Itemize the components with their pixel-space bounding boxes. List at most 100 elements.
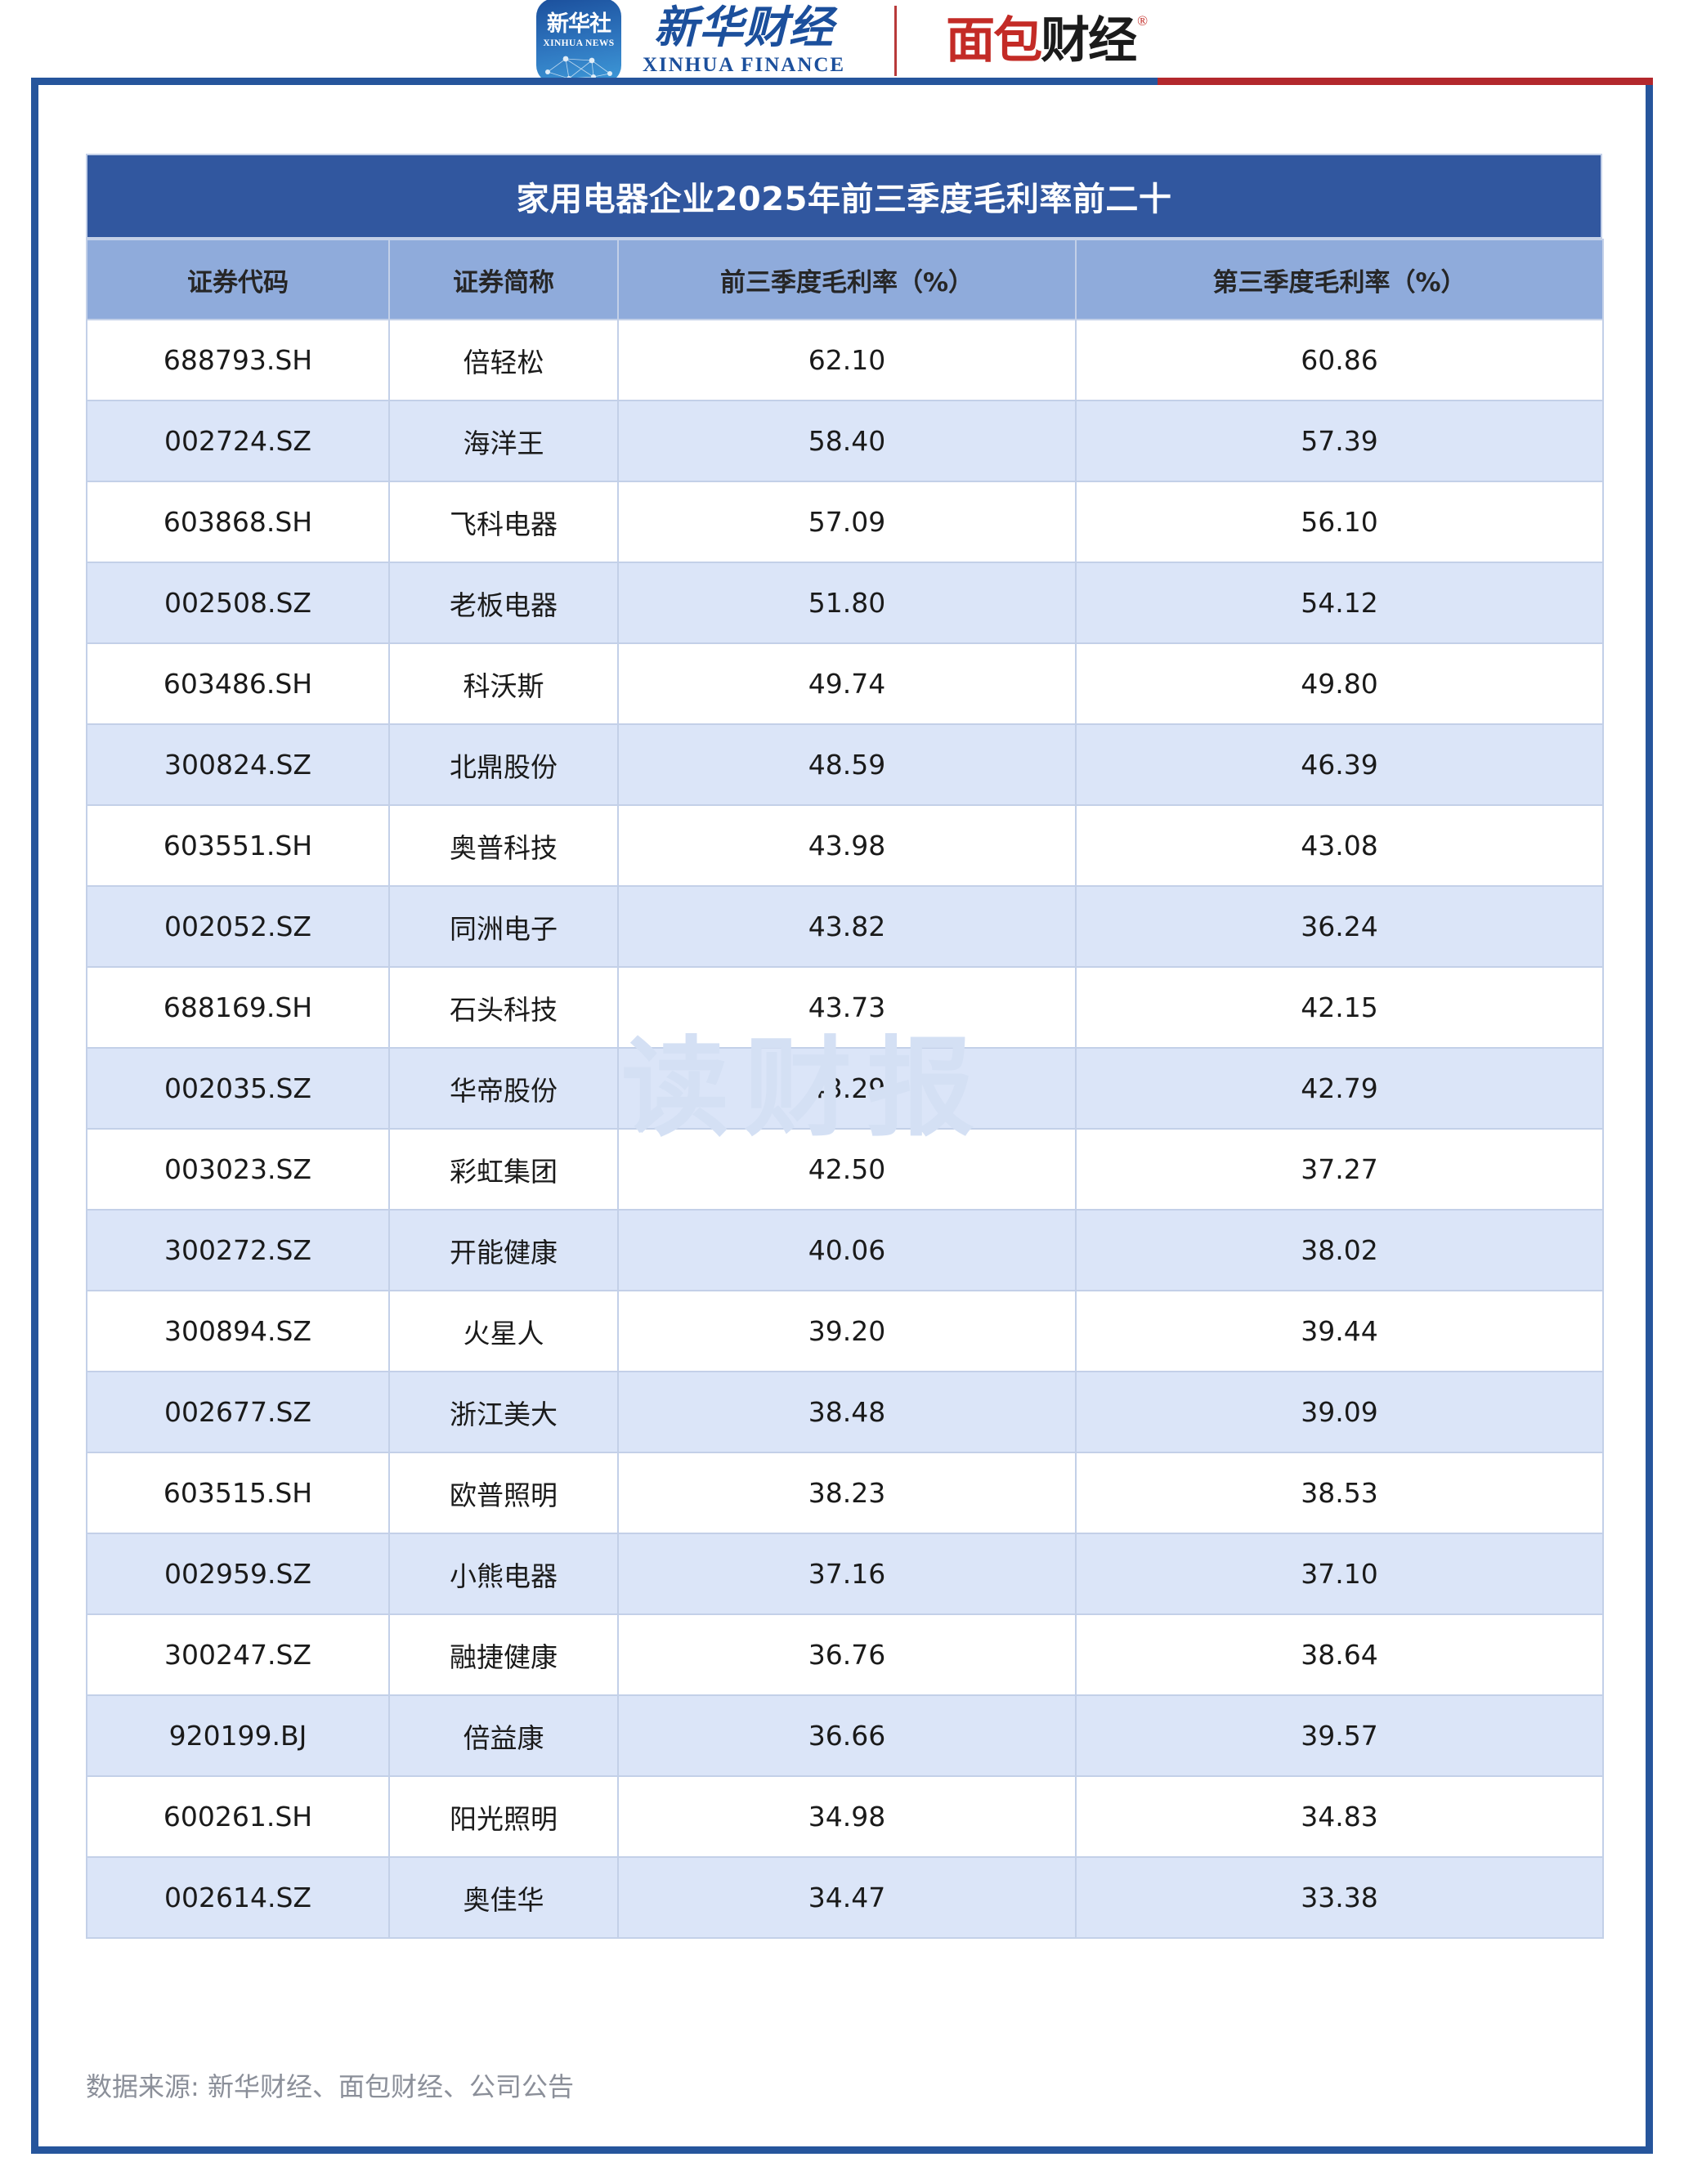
cell-q3-margin: 38.64 (1075, 1613, 1604, 1696)
cell-stock-name: 倍益康 (388, 1694, 619, 1777)
cell-stock-name: 奥佳华 (388, 1856, 619, 1939)
column-header-stock-code: 证券代码 (86, 239, 390, 320)
cell-stock-name: 浙江美大 (388, 1371, 619, 1453)
table-row: 002508.SZ 老板电器 51.80 54.12 (86, 562, 1604, 644)
table-row: 002724.SZ 海洋王 58.40 57.39 (86, 400, 1604, 482)
cell-stock-code: 002959.SZ (86, 1533, 390, 1615)
column-header-stock-name: 证券简称 (388, 239, 619, 320)
table-body: 688793.SH 倍轻松 62.10 60.86 002724.SZ 海洋王 58.40… (86, 319, 1604, 1939)
cell-q3-margin: 56.10 (1075, 481, 1604, 563)
cell-stock-code: 603551.SH (86, 804, 390, 887)
data-source-note: 数据来源: 新华财经、面包财经、公司公告 (86, 2071, 574, 2102)
cell-q1q3-margin: 51.80 (617, 562, 1077, 644)
table-row: 300894.SZ 火星人 39.20 39.44 (86, 1290, 1604, 1372)
cell-q1q3-margin: 42.50 (617, 1128, 1077, 1211)
cell-stock-code: 603868.SH (86, 481, 390, 563)
xinhua-news-logo-icon: 新华社 XINHUA NEWS (535, 0, 621, 83)
cell-q3-margin: 34.83 (1075, 1775, 1604, 1858)
cell-q3-margin: 38.02 (1075, 1209, 1604, 1291)
xinhua-finance-cn-label: 新华财经 (654, 2, 835, 54)
cell-stock-name: 火星人 (388, 1290, 619, 1372)
cell-stock-code: 300824.SZ (86, 723, 390, 806)
xinhua-finance-en-label: XINHUA FINANCE (642, 53, 846, 76)
cell-stock-name: 阳光照明 (388, 1775, 619, 1858)
cell-stock-name: 海洋王 (388, 400, 619, 482)
cell-stock-name: 同洲电子 (388, 885, 619, 968)
cell-stock-name: 飞科电器 (388, 481, 619, 563)
cell-stock-code: 002035.SZ (86, 1047, 390, 1130)
gross-margin-table: 证券代码 证券简称 前三季度毛利率（%） 第三季度毛利率（%） 688793.S… (86, 239, 1604, 1939)
cell-q3-margin: 60.86 (1075, 319, 1604, 401)
cell-stock-code: 300247.SZ (86, 1613, 390, 1696)
cell-stock-code: 002052.SZ (86, 885, 390, 968)
cell-stock-name: 小熊电器 (388, 1533, 619, 1615)
cell-q3-margin: 43.08 (1075, 804, 1604, 887)
cell-q1q3-margin: 36.76 (617, 1613, 1077, 1696)
cell-stock-code: 603515.SH (86, 1452, 390, 1534)
table-row: 002959.SZ 小熊电器 37.16 37.10 (86, 1533, 1604, 1615)
cell-q1q3-margin: 57.09 (617, 481, 1077, 563)
table-row: 003023.SZ 彩虹集团 42.50 37.27 (86, 1128, 1604, 1211)
cell-q3-margin: 39.09 (1075, 1371, 1604, 1453)
column-header-q1q3-margin: 前三季度毛利率（%） (617, 239, 1077, 320)
logo-group: 新华社 XINHUA NEWS (535, 0, 1149, 83)
cell-q3-margin: 39.57 (1075, 1694, 1604, 1777)
mianbao-black-label: 财经 (1041, 12, 1137, 69)
network-graphic-icon (544, 56, 612, 83)
cell-q1q3-margin: 43.29 (617, 1047, 1077, 1130)
table-row: 300247.SZ 融捷健康 36.76 38.64 (86, 1613, 1604, 1696)
cell-q3-margin: 37.10 (1075, 1533, 1604, 1615)
cell-stock-code: 688169.SH (86, 966, 390, 1049)
cell-q3-margin: 54.12 (1075, 562, 1604, 644)
cell-q3-margin: 46.39 (1075, 723, 1604, 806)
cell-q1q3-margin: 43.82 (617, 885, 1077, 968)
cell-stock-name: 欧普照明 (388, 1452, 619, 1534)
table-row: 002035.SZ 华帝股份 43.29 42.79 (86, 1047, 1604, 1130)
table-row: 002677.SZ 浙江美大 38.48 39.09 (86, 1371, 1604, 1453)
cell-stock-code: 002508.SZ (86, 562, 390, 644)
table-row: 920199.BJ 倍益康 36.66 39.57 (86, 1694, 1604, 1777)
cell-stock-code: 002724.SZ (86, 400, 390, 482)
table-row: 688793.SH 倍轻松 62.10 60.86 (86, 319, 1604, 401)
cell-stock-code: 003023.SZ (86, 1128, 390, 1211)
logo-divider (894, 6, 898, 76)
cell-q1q3-margin: 37.16 (617, 1533, 1077, 1615)
cell-stock-name: 奥普科技 (388, 804, 619, 887)
cell-q1q3-margin: 39.20 (617, 1290, 1077, 1372)
cell-q1q3-margin: 34.98 (617, 1775, 1077, 1858)
cell-stock-code: 002614.SZ (86, 1856, 390, 1939)
cell-q1q3-margin: 58.40 (617, 400, 1077, 482)
table-row: 603868.SH 飞科电器 57.09 56.10 (86, 481, 1604, 563)
cell-q3-margin: 36.24 (1075, 885, 1604, 968)
xinhua-finance-logo: 新华财经 XINHUA FINANCE (642, 2, 846, 77)
cell-q1q3-margin: 48.59 (617, 723, 1077, 806)
cell-q1q3-margin: 36.66 (617, 1694, 1077, 1777)
table-header-row: 证券代码 证券简称 前三季度毛利率（%） 第三季度毛利率（%） (86, 239, 1604, 320)
frame-red-accent (1158, 78, 1653, 85)
mianbao-finance-logo: 面包 财经 ® (946, 12, 1149, 69)
cell-q1q3-margin: 34.47 (617, 1856, 1077, 1939)
cell-q1q3-margin: 43.98 (617, 804, 1077, 887)
cell-stock-name: 北鼎股份 (388, 723, 619, 806)
cell-q3-margin: 38.53 (1075, 1452, 1604, 1534)
table-row: 688169.SH 石头科技 43.73 42.15 (86, 966, 1604, 1049)
cell-q3-margin: 42.15 (1075, 966, 1604, 1049)
page-title: 家用电器企业2025年前三季度毛利率前二十 (86, 154, 1602, 239)
table-row: 603515.SH 欧普照明 38.23 38.53 (86, 1452, 1604, 1534)
column-header-q3-margin: 第三季度毛利率（%） (1075, 239, 1604, 320)
cell-q1q3-margin: 40.06 (617, 1209, 1077, 1291)
table-row: 002052.SZ 同洲电子 43.82 36.24 (86, 885, 1604, 968)
cell-q3-margin: 33.38 (1075, 1856, 1604, 1939)
cell-stock-code: 300272.SZ (86, 1209, 390, 1291)
registered-mark-icon: ® (1137, 13, 1149, 29)
cell-q1q3-margin: 38.23 (617, 1452, 1077, 1534)
cell-stock-name: 石头科技 (388, 966, 619, 1049)
xinhua-news-en-label: XINHUA NEWS (543, 38, 615, 48)
cell-stock-code: 600261.SH (86, 1775, 390, 1858)
cell-stock-name: 融捷健康 (388, 1613, 619, 1696)
cell-q1q3-margin: 49.74 (617, 642, 1077, 725)
cell-q1q3-margin: 38.48 (617, 1371, 1077, 1453)
cell-stock-name: 开能健康 (388, 1209, 619, 1291)
table-row: 603551.SH 奥普科技 43.98 43.08 (86, 804, 1604, 887)
